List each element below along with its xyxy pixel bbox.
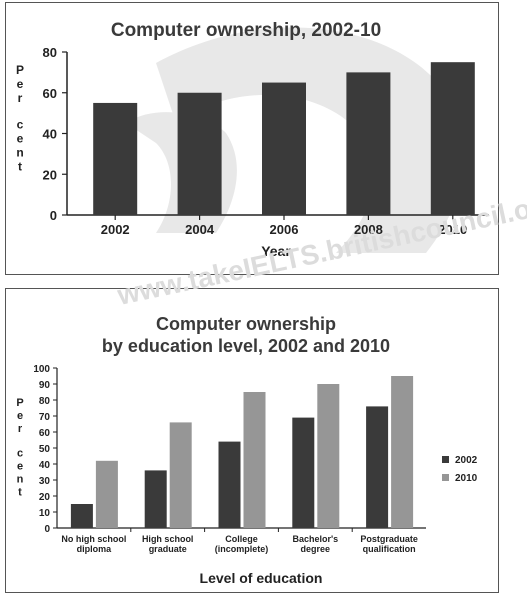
legend: 2002 2010	[442, 455, 478, 484]
legend-label-2010: 2010	[455, 473, 478, 484]
chart-title: Computer ownership, 2002-10	[111, 20, 381, 41]
y-tick-label: 100	[33, 364, 50, 375]
y-tick-label: 20	[43, 167, 57, 182]
x-tick-label: Bachelor's	[292, 534, 338, 544]
bar-2002	[70, 504, 93, 528]
bar-2010	[95, 460, 118, 528]
x-tick-label: Postgraduate	[360, 534, 418, 544]
y-tick-label: 50	[39, 444, 51, 455]
y-tick-label: 60	[43, 86, 57, 101]
y-axis-label-char: P	[16, 63, 24, 77]
legend-swatch-2010	[442, 474, 449, 481]
x-tick-label: graduate	[149, 544, 187, 554]
y-axis-label-char: c	[17, 118, 24, 132]
bars	[70, 376, 414, 528]
bar-2002	[218, 441, 241, 528]
x-tick-label: No high school	[61, 534, 126, 544]
chart-panel-education: Computer ownership by education level, 2…	[5, 288, 499, 593]
bars	[93, 62, 475, 215]
y-tick-label: 40	[39, 460, 51, 471]
bar-2010	[317, 384, 340, 528]
bar	[262, 82, 306, 215]
x-tick-label: (incomplete)	[215, 544, 269, 554]
y-axis-label-char: e	[17, 77, 24, 91]
y-axis-label-char: c	[17, 448, 23, 460]
legend-label-2002: 2002	[455, 455, 478, 466]
y-tick-label: 60	[39, 428, 51, 439]
x-tick-label: 2006	[270, 222, 299, 237]
y-tick-label: 30	[39, 476, 51, 487]
y-axis-label-char: r	[18, 423, 23, 435]
y-tick-labels: 0 10 20 30 40 50 60 70 80 90 100	[33, 364, 50, 535]
x-axis-label: Level of education	[200, 570, 323, 586]
y-tick-label: 80	[43, 45, 57, 60]
y-axis-label-char: P	[16, 397, 23, 409]
bar-2002	[366, 406, 389, 528]
y-tick-label: 90	[39, 380, 51, 391]
x-tick-label: College	[225, 534, 258, 544]
bar	[177, 92, 222, 215]
chart-ownership-by-education: Computer ownership by education level, 2…	[16, 314, 478, 586]
y-axis-label-char: e	[17, 132, 24, 146]
bar	[430, 62, 475, 215]
y-tick-label: 40	[43, 127, 57, 142]
y-tick-label: 20	[39, 492, 51, 503]
x-tick-label: 2002	[101, 222, 130, 237]
y-axis-label-char: t	[18, 487, 22, 499]
bar-2002	[292, 417, 315, 528]
bar	[93, 102, 138, 215]
legend-swatch-2002	[442, 456, 449, 463]
bar-2002	[144, 470, 167, 528]
x-tick-label: 2004	[185, 222, 215, 237]
x-tick-label: diploma	[77, 544, 112, 554]
x-tick-label: qualification	[363, 544, 416, 554]
x-tick-label: degree	[301, 544, 331, 554]
y-tick-label: 10	[39, 508, 51, 519]
y-axis-label-char: e	[17, 410, 23, 422]
y-axis-label-char: n	[16, 146, 23, 160]
bar-2010	[169, 422, 192, 528]
y-tick-label: 70	[39, 412, 51, 423]
y-axis-label-char: e	[17, 461, 23, 473]
axes	[53, 367, 426, 532]
y-tick-labels: 0 20 40 60 80	[43, 45, 57, 223]
y-axis-label-char: n	[17, 474, 24, 486]
x-tick-label: High school	[142, 534, 194, 544]
y-tick-label: 80	[39, 396, 51, 407]
bar	[346, 72, 391, 215]
x-axis-label: Year	[261, 243, 291, 259]
bar-2010	[391, 376, 414, 528]
y-tick-label: 0	[44, 524, 50, 535]
y-axis-label-char: t	[18, 160, 22, 174]
x-tick-label: 2008	[354, 222, 383, 237]
bar-2010	[243, 392, 266, 528]
chart-title-line-2: by education level, 2002 and 2010	[102, 336, 390, 356]
y-axis-label-char: r	[18, 91, 23, 105]
x-tick-labels: 2002 2004 2006 2008 2010	[101, 222, 468, 237]
chart-title-line-1: Computer ownership	[156, 314, 336, 334]
y-tick-label: 0	[50, 208, 57, 223]
x-tick-label: 2010	[438, 222, 467, 237]
